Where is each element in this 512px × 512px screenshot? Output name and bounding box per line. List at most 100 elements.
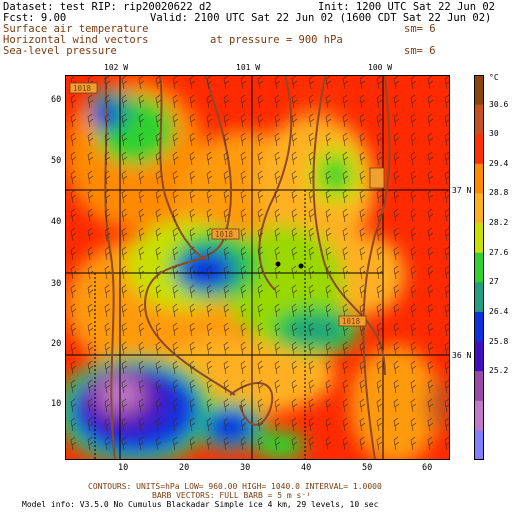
wind-barb — [308, 189, 315, 204]
wind-barb — [359, 303, 366, 318]
wind-barb — [121, 113, 128, 128]
wind-barb — [257, 417, 264, 432]
wind-barb — [359, 246, 366, 261]
wind-barb — [308, 341, 315, 356]
temperature-map: 1018 1018 1018 — [65, 75, 450, 460]
colorbar-swatch — [474, 311, 484, 343]
wind-barb — [138, 75, 145, 90]
wind-barb — [410, 151, 417, 166]
wind-barb — [291, 170, 298, 185]
wind-barb — [359, 132, 366, 147]
wind-barb — [189, 398, 196, 413]
wind-barb — [257, 208, 264, 223]
wind-barb — [172, 75, 179, 90]
lon-label-101w: 101 W — [236, 63, 261, 72]
wind-barb — [138, 151, 145, 166]
wind-barb — [308, 113, 315, 128]
wind-barb — [291, 284, 298, 299]
wind-barb — [172, 417, 179, 432]
wind-barb — [393, 75, 400, 90]
wind-barb — [87, 341, 94, 356]
wind-barb — [70, 246, 77, 261]
wind-barb — [410, 208, 417, 223]
wind-barb — [257, 341, 264, 356]
wind-barb — [291, 322, 298, 337]
wind-barb — [70, 379, 77, 394]
wind-barb — [104, 341, 111, 356]
wind-barb — [121, 94, 128, 109]
wind-barb — [155, 170, 162, 185]
wind-barb — [104, 379, 111, 394]
wind-barb — [291, 360, 298, 375]
colorbar-swatch — [474, 430, 484, 460]
temperature-colorbar — [474, 75, 484, 460]
wind-barb — [104, 360, 111, 375]
wind-barb — [121, 360, 128, 375]
wind-barb — [104, 132, 111, 147]
wind-barb — [427, 94, 434, 109]
wind-barb — [342, 398, 349, 413]
wind-barb — [410, 341, 417, 356]
wind-barb — [308, 322, 315, 337]
wind-barb — [172, 303, 179, 318]
wind-barb — [206, 170, 213, 185]
wind-barb — [359, 398, 366, 413]
wind-barb — [206, 189, 213, 204]
wind-barb — [376, 113, 383, 128]
wind-barb — [342, 132, 349, 147]
wind-barb — [206, 113, 213, 128]
wind-barb — [359, 436, 366, 451]
wind-barb — [342, 170, 349, 185]
wind-barb — [359, 379, 366, 394]
wind-barb — [70, 227, 77, 242]
wind-barb — [223, 436, 230, 451]
wind-barb — [410, 379, 417, 394]
wind-barb — [393, 113, 400, 128]
wind-barb — [138, 246, 145, 261]
wind-barb — [87, 284, 94, 299]
wind-barb — [308, 75, 315, 90]
legend-label: 30.6 — [489, 99, 509, 109]
wind-barb — [70, 113, 77, 128]
forecast-label: Fcst: 9.00 — [3, 12, 67, 24]
wind-barb — [325, 151, 332, 166]
wind-barb — [257, 436, 264, 451]
wind-barb — [376, 360, 383, 375]
wind-barb — [325, 113, 332, 128]
wind-barb — [70, 303, 77, 318]
y-tick-10: 10 — [51, 399, 62, 409]
wind-barb — [359, 75, 366, 90]
lon-label-102w: 102 W — [104, 63, 129, 72]
wind-barb — [410, 170, 417, 185]
legend-label: 27 — [489, 277, 499, 287]
wind-barb — [308, 303, 315, 318]
wind-barb — [172, 189, 179, 204]
wind-barb — [274, 132, 281, 147]
wind-barb — [121, 208, 128, 223]
field-wind-pressure: at pressure = 900 hPa — [210, 34, 343, 46]
wind-barb — [189, 189, 196, 204]
dataset-label: Dataset: test RIP: rip20020622 d2 — [3, 1, 212, 13]
wind-barb — [172, 246, 179, 261]
wind-barb — [155, 398, 162, 413]
wind-barb — [342, 151, 349, 166]
wind-barb — [155, 189, 162, 204]
wind-barb — [104, 322, 111, 337]
wind-barb — [308, 398, 315, 413]
wind-barb — [138, 113, 145, 128]
wind-barb — [325, 94, 332, 109]
lat-label-37n: 37 N — [452, 186, 472, 195]
wind-barb — [359, 360, 366, 375]
wind-barb — [325, 322, 332, 337]
wind-barb — [240, 189, 247, 204]
wind-barb — [223, 75, 230, 90]
wind-barb — [359, 265, 366, 280]
wind-barb — [325, 379, 332, 394]
wind-barb — [206, 417, 213, 432]
wind-barb — [427, 132, 434, 147]
wind-barb — [155, 75, 162, 90]
wind-barb — [70, 208, 77, 223]
wind-barb — [342, 227, 349, 242]
wind-barb — [189, 246, 196, 261]
wind-barb — [87, 265, 94, 280]
